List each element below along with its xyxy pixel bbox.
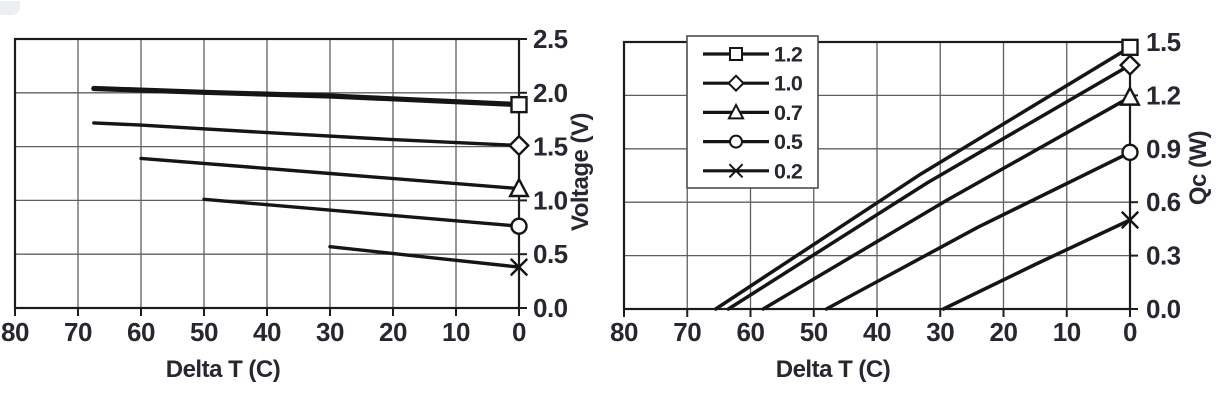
x-tick-label: 10 xyxy=(442,317,470,347)
series-line-0.5 xyxy=(824,150,1132,311)
x-tick-label: 60 xyxy=(737,317,765,347)
circle-marker xyxy=(1121,143,1139,162)
x-axis-title: Delta T (C) xyxy=(776,356,891,383)
square-marker xyxy=(1121,38,1139,57)
x-tick-label: 70 xyxy=(673,317,701,347)
x-tick-label: 80 xyxy=(610,317,638,347)
voltage-chart: 80 70 60 50 40 30 20 10 00.0 0.5 1.0 1.5 2.0 2.5 Delta… xyxy=(1,24,594,383)
y-tick-label: 2.0 xyxy=(533,78,568,108)
x-tick-label: 40 xyxy=(863,317,891,347)
legend-label: 0.5 xyxy=(774,130,803,154)
legend-square-marker xyxy=(729,47,743,61)
y-axis-title: Qc (W) xyxy=(1185,131,1212,205)
y-tick-label: 0.9 xyxy=(1146,134,1181,164)
x-tick-label: 80 xyxy=(1,317,29,347)
legend-label: 0.7 xyxy=(774,101,803,125)
y-tick-label: 1.5 xyxy=(1146,27,1181,57)
y-tick-label: 0.3 xyxy=(1146,241,1181,271)
y-tick-label: 2.5 xyxy=(533,24,568,54)
x-tick-label: 70 xyxy=(64,317,92,347)
y-axis-title: Voltage (V) xyxy=(567,113,594,231)
series-line-0.7 xyxy=(761,95,1132,311)
x-tick-label: 40 xyxy=(253,317,281,347)
x-tick-label: 30 xyxy=(926,317,954,347)
x-tick-label: 30 xyxy=(316,317,344,347)
x-tick-label: 0 xyxy=(1123,317,1137,347)
x-tick-label: 50 xyxy=(800,317,828,347)
series-line-1.0 xyxy=(92,121,521,148)
diamond-marker xyxy=(1119,54,1141,77)
y-tick-label: 0.0 xyxy=(1146,294,1181,324)
x-axis-title: Delta T (C) xyxy=(166,356,281,383)
legend-label: 1.0 xyxy=(774,72,803,96)
y-tick-label: 1.2 xyxy=(1146,80,1181,110)
legend-circle-marker xyxy=(729,134,743,149)
series-line-1.2 xyxy=(713,45,1132,311)
x-tick-label: 10 xyxy=(1053,317,1081,347)
x-tick-label: 50 xyxy=(190,317,218,347)
series-line-0.7 xyxy=(139,156,521,191)
triangle-marker xyxy=(508,176,530,198)
x-marker xyxy=(1120,210,1140,230)
triangle-marker xyxy=(1119,85,1141,106)
legend-label: 0.2 xyxy=(774,159,803,183)
legend-triangle-marker xyxy=(727,102,745,120)
y-tick-label: 0.6 xyxy=(1146,187,1181,217)
legend-label: 1.2 xyxy=(774,43,803,67)
x-tick-label: 0 xyxy=(512,317,526,347)
series-line-0.2 xyxy=(328,245,521,269)
diamond-marker xyxy=(508,134,530,157)
legend-x-marker xyxy=(728,163,744,179)
series-line-0.5 xyxy=(202,197,521,228)
x-tick-label: 20 xyxy=(990,317,1018,347)
circle-marker xyxy=(510,217,528,235)
y-tick-label: 1.0 xyxy=(533,185,568,215)
series-line-0.2 xyxy=(941,218,1132,311)
y-tick-label: 1.5 xyxy=(533,132,568,162)
square-marker xyxy=(510,95,528,114)
x-tick-label: 20 xyxy=(379,317,407,347)
y-tick-label: 0.0 xyxy=(533,293,568,323)
series-line-1.2 xyxy=(91,85,522,108)
legend-diamond-marker xyxy=(727,74,745,93)
x-marker xyxy=(509,258,529,277)
scan-artifact xyxy=(0,1,20,15)
series-line-1.0 xyxy=(726,63,1132,311)
y-tick-label: 0.5 xyxy=(533,239,568,269)
qc-chart: 80 70 60 50 40 30 20 10 0 0.0 0.3 0.6 0.9 1.2 1.5 Delta… xyxy=(610,27,1212,383)
x-tick-label: 60 xyxy=(127,317,155,347)
